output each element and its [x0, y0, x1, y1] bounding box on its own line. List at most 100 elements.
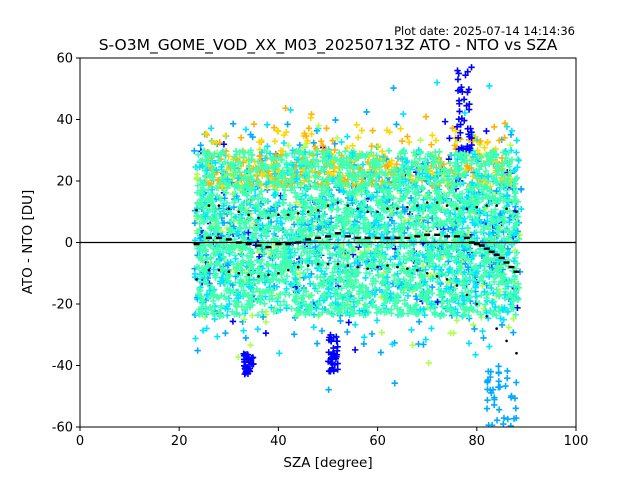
scatter-point [501, 158, 509, 165]
scatter-point [274, 298, 281, 305]
upper-point [505, 207, 508, 210]
scatter-point [404, 133, 411, 140]
scatter-point [463, 186, 471, 193]
scatter-point [401, 297, 408, 304]
scatter-point [478, 273, 485, 281]
scatter-point [242, 126, 250, 133]
lower-point [406, 267, 409, 270]
scatter-point [501, 120, 509, 127]
scatter-point [377, 196, 385, 203]
scatter-point [483, 309, 490, 316]
scatter-point [293, 199, 300, 206]
median-point [285, 242, 292, 246]
median-point [414, 235, 421, 238]
scatter-point [412, 302, 419, 309]
scatter-point [509, 240, 517, 247]
scatter-point [230, 223, 237, 230]
median-point [215, 236, 222, 240]
scatter-point [345, 319, 352, 326]
scatter-point [483, 294, 490, 302]
scatter-point [257, 152, 264, 159]
scatter-point [516, 231, 523, 239]
scatter-point [451, 142, 458, 149]
scatter-point [277, 250, 284, 257]
upper-point [247, 213, 250, 217]
scatter-point [472, 167, 480, 175]
scatter-point [197, 177, 204, 184]
scatter-point [471, 325, 478, 333]
scatter-point [467, 248, 474, 255]
scatter-point [338, 138, 345, 146]
x-tick-label: 60 [369, 434, 386, 449]
scatter-point [343, 144, 351, 152]
scatter-point [280, 298, 288, 305]
scatter-point [429, 132, 436, 139]
x-tick-label: 20 [171, 434, 188, 449]
lower-point [296, 265, 300, 269]
upper-point [195, 208, 198, 212]
scatter-point [202, 130, 210, 137]
scatter-point [448, 151, 455, 159]
scatter-point [294, 279, 301, 286]
upper-point [376, 210, 379, 214]
scatter-point [243, 252, 251, 260]
scatter-point [209, 138, 216, 146]
scatter-point [259, 222, 266, 229]
scatter-point [514, 164, 521, 171]
scatter-point [220, 219, 228, 227]
scatter-point [428, 141, 435, 148]
scatter-point [428, 283, 436, 291]
scatter-point [220, 141, 228, 148]
scatter-point [472, 351, 479, 358]
scatter-point [213, 139, 220, 147]
scatter-point [369, 127, 376, 134]
scatter-point [511, 254, 519, 262]
scatter-point [319, 182, 327, 189]
scatter-point [351, 259, 358, 267]
scatter-point [452, 159, 459, 166]
scatter-point [508, 156, 516, 164]
scatter-point [418, 288, 426, 295]
scatter-point [420, 341, 427, 348]
lower-point [425, 271, 429, 275]
lower-point [515, 351, 518, 355]
scatter-point [382, 180, 390, 187]
scatter-point [415, 318, 423, 325]
scatter-point [368, 330, 376, 338]
scatter-point [367, 206, 375, 213]
scatter-point [210, 292, 217, 300]
lower-point [287, 268, 290, 272]
scatter-point [423, 298, 430, 305]
scatter-point [277, 156, 285, 164]
scatter-point [337, 317, 344, 325]
scatter-point [296, 201, 304, 209]
scatter-point [399, 138, 406, 145]
scatter-point [287, 264, 295, 271]
scatter-point [486, 187, 493, 195]
lower-point [346, 264, 350, 267]
scatter-point [374, 142, 382, 150]
upper-point [425, 201, 429, 204]
scatter-point [312, 243, 319, 251]
scatter-point [425, 359, 432, 367]
scatter-point [496, 288, 504, 295]
scatter-point [407, 194, 415, 202]
scatter-point [341, 305, 348, 312]
scatter-point [404, 169, 412, 177]
scatter-point [331, 305, 339, 313]
scatter-point [194, 182, 202, 189]
scatter-point [351, 294, 358, 302]
scatter-point [397, 285, 404, 293]
scatter-point [287, 106, 294, 114]
median-point [205, 236, 212, 240]
scatter-point [308, 270, 315, 278]
scatter-point [252, 166, 259, 173]
scatter-point [254, 277, 262, 285]
scatter-point [290, 331, 298, 338]
scatter-point [468, 287, 475, 294]
scatter-point [381, 228, 389, 236]
scatter-point [344, 328, 351, 336]
upper-point [207, 204, 211, 207]
scatter-point [481, 144, 488, 151]
